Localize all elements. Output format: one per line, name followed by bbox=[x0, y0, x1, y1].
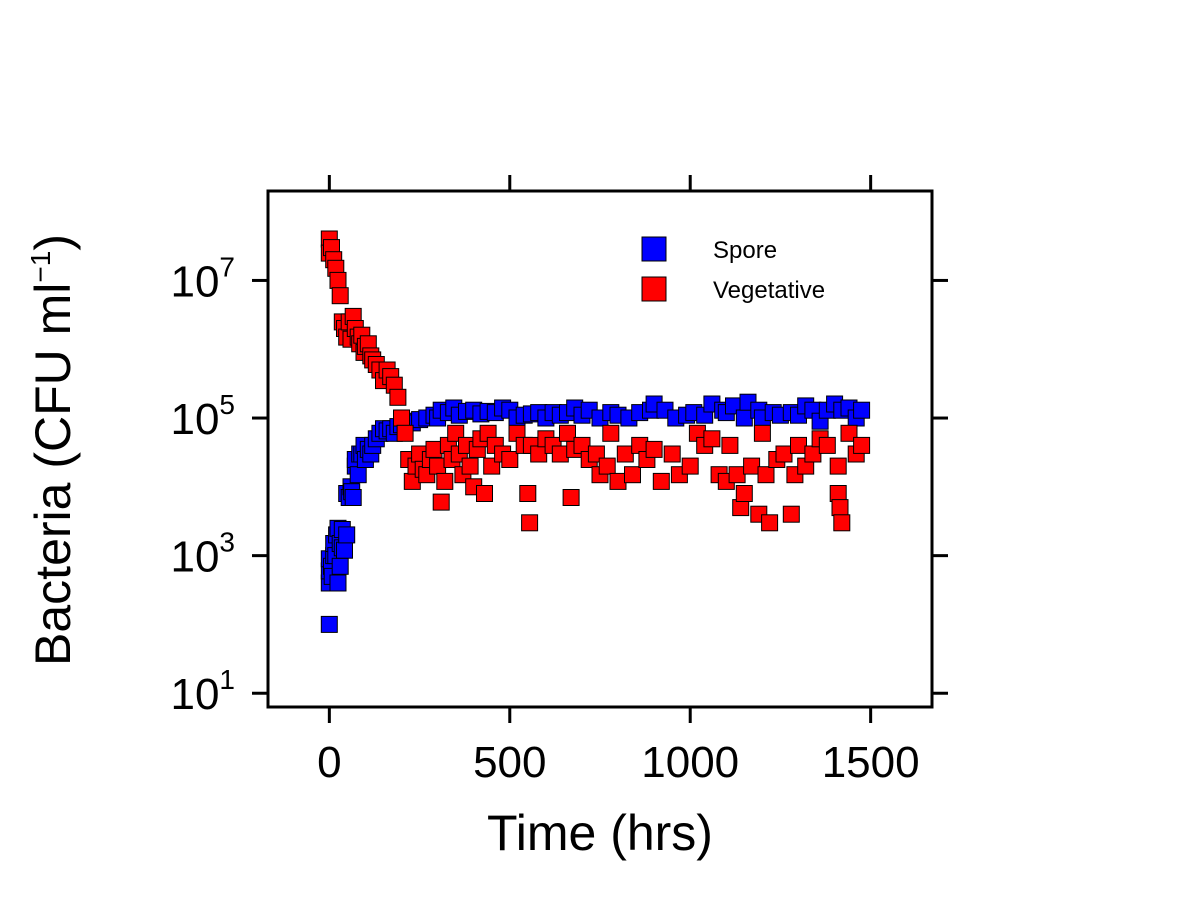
legend-swatch-spore bbox=[641, 236, 667, 262]
vegetative-point bbox=[476, 485, 493, 502]
vegetative-point bbox=[425, 440, 443, 458]
vegetative-point bbox=[521, 514, 539, 532]
spore-point bbox=[336, 541, 353, 559]
y-tick-label: 105 bbox=[170, 389, 235, 444]
spore-point bbox=[329, 574, 347, 592]
axis-ticks: 0 500 1000 1500 101 103 105 107 bbox=[170, 175, 948, 787]
vegetative-point bbox=[329, 271, 347, 289]
vegetative-point bbox=[757, 466, 775, 484]
spore-point bbox=[349, 466, 367, 484]
vegetative-point bbox=[624, 466, 641, 484]
vegetative-point bbox=[829, 457, 847, 475]
vegetative-point bbox=[393, 409, 410, 427]
vegetative-point bbox=[735, 485, 753, 502]
vegetative-point bbox=[840, 424, 858, 442]
y-axis-title: Bacteria (CFU ml−1) bbox=[25, 234, 81, 666]
y-axis-title-exponent: −1 bbox=[25, 251, 56, 283]
vegetative-point bbox=[645, 440, 663, 458]
x-tick-label: 0 bbox=[317, 738, 341, 787]
vegetative-point bbox=[519, 485, 537, 502]
plot-frame bbox=[266, 189, 934, 709]
vegetative-point bbox=[853, 436, 871, 454]
vegetative-point bbox=[831, 499, 849, 517]
spore-point bbox=[735, 409, 753, 427]
vegetative-point bbox=[559, 424, 576, 442]
y-tick-label: 103 bbox=[170, 527, 235, 582]
vegetative-point bbox=[782, 505, 800, 523]
x-tick-label: 500 bbox=[473, 738, 546, 787]
vegetative-point bbox=[562, 489, 580, 506]
vegetative-point bbox=[551, 445, 569, 463]
points-layer bbox=[320, 230, 871, 633]
vegetative-point bbox=[429, 457, 447, 475]
vegetative-point bbox=[743, 457, 761, 475]
vegetative-point bbox=[436, 472, 454, 490]
vegetative-point bbox=[663, 445, 681, 463]
spore-point bbox=[344, 489, 362, 506]
y-tick-label: 107 bbox=[170, 251, 235, 306]
x-axis-title: Time (hrs) bbox=[487, 805, 713, 861]
vegetative-point bbox=[790, 436, 807, 454]
vegetative-point bbox=[652, 472, 670, 490]
vegetative-point bbox=[461, 457, 479, 475]
vegetative-point bbox=[681, 457, 699, 475]
vegetative-point bbox=[616, 445, 634, 463]
legend-label-spore: Spore bbox=[713, 237, 777, 264]
x-tick-label: 1500 bbox=[822, 738, 920, 787]
x-tick-label: 1000 bbox=[641, 738, 739, 787]
vegetative-point bbox=[721, 436, 739, 454]
legend-swatch-vegetative bbox=[641, 276, 667, 302]
vegetative-point bbox=[609, 472, 627, 490]
vegetative-point bbox=[761, 514, 779, 532]
vegetative-point bbox=[598, 457, 616, 475]
vegetative-point bbox=[530, 445, 548, 463]
vegetative-point bbox=[501, 451, 519, 468]
vegetative-point bbox=[833, 514, 851, 532]
spore-point bbox=[331, 557, 349, 575]
spore-point bbox=[853, 401, 871, 419]
vegetative-point bbox=[804, 445, 822, 463]
y-tick-label: 101 bbox=[170, 664, 235, 719]
legend-label-vegetative: Vegetative bbox=[713, 277, 825, 304]
y-axis-title-close: ) bbox=[25, 234, 81, 251]
legend: Spore Vegetative bbox=[641, 236, 825, 304]
vegetative-point bbox=[753, 424, 771, 442]
vegetative-point bbox=[602, 424, 620, 442]
vegetative-point bbox=[331, 287, 349, 305]
vegetative-point bbox=[703, 430, 721, 448]
vegetative-point bbox=[432, 493, 450, 511]
vegetative-point bbox=[396, 424, 414, 442]
vegetative-point bbox=[818, 436, 836, 454]
y-axis-title-text: Bacteria (CFU ml bbox=[25, 283, 81, 666]
spore-point bbox=[320, 615, 338, 633]
vegetative-point bbox=[728, 466, 746, 484]
spore-point bbox=[338, 526, 356, 544]
vegetative-point bbox=[775, 445, 793, 463]
vegetative-point bbox=[389, 388, 407, 406]
